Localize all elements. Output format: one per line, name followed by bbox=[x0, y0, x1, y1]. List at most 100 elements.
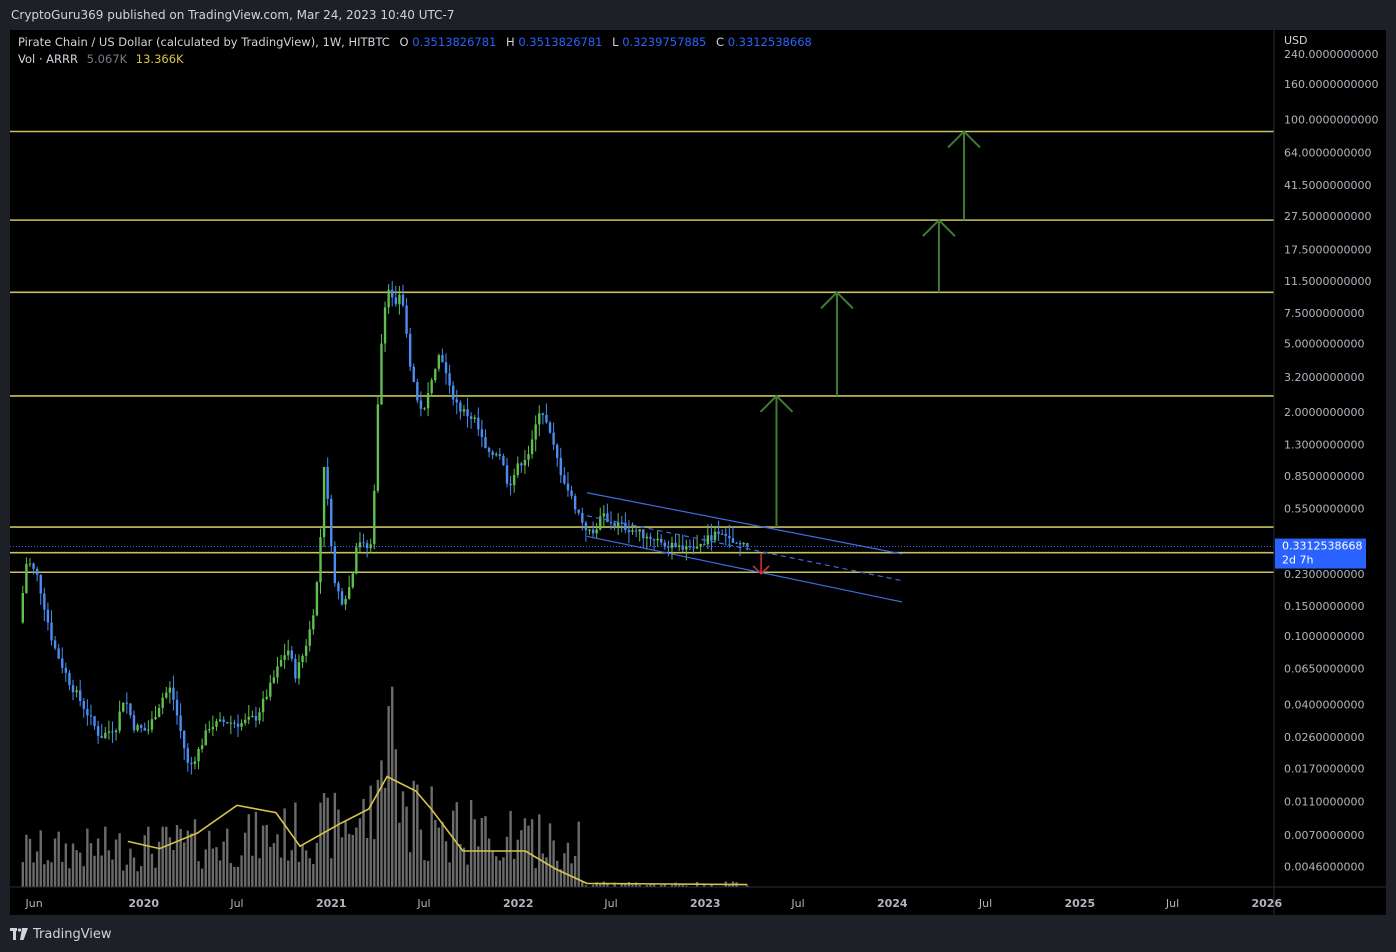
volume-bar bbox=[645, 885, 649, 887]
candle-body bbox=[75, 690, 78, 693]
volume-bar bbox=[204, 849, 207, 887]
volume-bar bbox=[215, 847, 218, 887]
candle-body bbox=[573, 495, 577, 510]
volume-bar bbox=[677, 884, 681, 887]
volume-label: Vol · ARRR bbox=[18, 52, 78, 66]
time-tick-label: Jul bbox=[790, 897, 804, 910]
candle-body bbox=[143, 727, 146, 731]
volume-bar bbox=[681, 884, 684, 887]
candle-body bbox=[53, 640, 57, 649]
candle-body bbox=[100, 735, 103, 739]
candle-body bbox=[444, 362, 448, 374]
volume-bar bbox=[663, 883, 667, 887]
candle-body bbox=[642, 529, 645, 539]
candle-body bbox=[401, 294, 405, 306]
price-axis-panel[interactable] bbox=[1274, 30, 1386, 915]
candle-body bbox=[738, 543, 742, 545]
volume-bar bbox=[46, 860, 50, 887]
low-value: 0.3239757885 bbox=[622, 35, 706, 49]
price-tick-label: 64.0000000000 bbox=[1284, 147, 1371, 160]
candle-body bbox=[251, 716, 254, 718]
price-chart[interactable]: USD 240.0000000000 160.0000000000 100.0000… bbox=[10, 30, 1386, 915]
candle-body bbox=[584, 522, 588, 530]
candle-body bbox=[599, 516, 602, 530]
channel-lower-line bbox=[586, 535, 903, 603]
volume-bar bbox=[703, 883, 706, 887]
candle-body bbox=[416, 382, 419, 401]
volume-bar bbox=[516, 839, 519, 887]
volume-bar bbox=[362, 798, 365, 887]
time-tick-label: Jul bbox=[229, 897, 243, 910]
volume-bar bbox=[408, 852, 412, 887]
candle-body bbox=[161, 697, 164, 708]
close-label: C bbox=[716, 35, 724, 49]
publication-info: CryptoGuru369 published on TradingView.c… bbox=[11, 8, 455, 22]
candle-body bbox=[731, 538, 735, 543]
volume-bar bbox=[355, 827, 358, 887]
candle-body bbox=[373, 490, 376, 545]
volume-bar bbox=[444, 841, 448, 887]
volume-bar bbox=[441, 821, 444, 887]
volume-bar bbox=[523, 818, 527, 887]
volume-bar bbox=[251, 855, 254, 887]
volume-bar bbox=[247, 814, 250, 887]
price-tick-label: 27.5000000000 bbox=[1284, 210, 1371, 223]
candle-body bbox=[326, 466, 329, 499]
volume-bar bbox=[451, 810, 455, 887]
candle-body bbox=[530, 439, 534, 455]
volume-bar bbox=[473, 819, 476, 887]
candle-body bbox=[380, 343, 383, 405]
candle-body bbox=[412, 366, 415, 383]
price-tick-label: 0.2300000000 bbox=[1284, 568, 1364, 581]
candle-body bbox=[57, 648, 60, 659]
volume-bar bbox=[71, 843, 75, 887]
price-axis-ticks: 240.0000000000 160.0000000000 100.00000000… bbox=[1284, 48, 1378, 874]
volume-bar bbox=[534, 868, 537, 887]
candle-body bbox=[398, 294, 401, 305]
volume-bar bbox=[401, 791, 405, 887]
candle-body bbox=[111, 731, 114, 733]
time-axis-ticks[interactable]: Jun 2020 Jul 2021 Jul 2022 Jul 2023 Jul 2024 Jul 20… bbox=[24, 897, 1282, 910]
volume-bar bbox=[545, 857, 548, 887]
volume-bar bbox=[86, 828, 89, 887]
volume-bar bbox=[236, 866, 240, 887]
candle-body bbox=[713, 531, 717, 541]
volume-bar bbox=[229, 863, 233, 887]
candle-body bbox=[122, 702, 125, 712]
candle-body bbox=[556, 444, 559, 459]
volume-bar bbox=[746, 885, 749, 887]
volume-bar bbox=[365, 837, 369, 887]
volume-bar bbox=[168, 837, 172, 887]
candle-body bbox=[660, 538, 663, 543]
target-arrow-head bbox=[947, 130, 981, 149]
candle-body bbox=[480, 429, 484, 438]
price-tick-label: 0.8500000000 bbox=[1284, 470, 1364, 483]
candle-body bbox=[570, 490, 573, 496]
time-tick-label: Jun bbox=[24, 897, 42, 910]
candle-body bbox=[247, 716, 250, 720]
volume-bar bbox=[290, 850, 293, 887]
time-tick-label: 2024 bbox=[877, 897, 908, 910]
candle-body bbox=[430, 380, 433, 394]
candle-body bbox=[229, 722, 233, 724]
candle-body bbox=[495, 454, 498, 456]
candle-body bbox=[710, 535, 713, 541]
time-tick-label: Jul bbox=[416, 897, 430, 910]
volume-bar bbox=[114, 839, 118, 887]
price-tick-label: 0.1500000000 bbox=[1284, 600, 1364, 613]
chart-area[interactable]: USD 240.0000000000 160.0000000000 100.0000… bbox=[10, 30, 1386, 915]
volume-bar bbox=[104, 826, 107, 887]
volume-bar bbox=[728, 884, 731, 887]
volume-bar bbox=[222, 841, 225, 887]
candle-body bbox=[591, 529, 595, 534]
volume-bar bbox=[330, 858, 333, 887]
candle-body bbox=[61, 658, 64, 668]
candle-body bbox=[218, 719, 222, 722]
candle-body bbox=[362, 542, 365, 544]
candle-body bbox=[154, 716, 157, 720]
volume-bar bbox=[498, 860, 502, 887]
candle-body bbox=[301, 655, 304, 663]
candle-body bbox=[283, 655, 286, 660]
candle-body bbox=[197, 749, 200, 762]
volume-bar bbox=[172, 849, 175, 887]
